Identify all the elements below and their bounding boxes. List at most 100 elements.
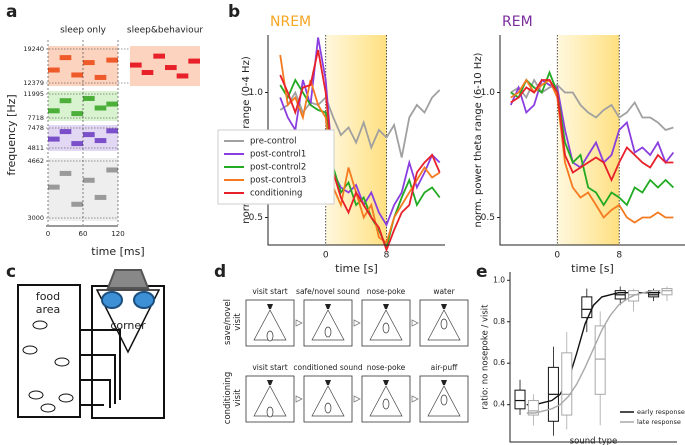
x-tick-label: 8 [384, 251, 390, 261]
legend-label: conditioning [250, 189, 302, 199]
arrow [295, 319, 303, 327]
panel-label: e [476, 262, 488, 282]
arrow [353, 395, 361, 403]
tone [59, 129, 72, 135]
corner-label: corner [110, 319, 146, 332]
column-label: sleep&behaviour [127, 26, 204, 36]
line [279, 37, 441, 228]
row-label-line: visit [233, 389, 243, 407]
x-tick-label: 8 [616, 251, 622, 261]
y-tick-label: 7478 [27, 124, 44, 132]
speaker [441, 380, 447, 385]
speaker [267, 380, 273, 385]
tone [71, 201, 83, 207]
y-tick-label: 4662 [27, 157, 44, 165]
mouse [324, 326, 332, 338]
panel-label: b [228, 2, 240, 22]
y-axis-label: frequency [Hz] [5, 94, 18, 175]
axis [499, 35, 685, 246]
x-axis-label: time [s] [335, 262, 378, 275]
maze [311, 385, 345, 417]
mouse [440, 318, 448, 330]
y-tick-label: 12379 [23, 79, 44, 87]
tone [83, 132, 95, 138]
step-label: visit start [252, 287, 287, 296]
y-tick-label: 0.6 [493, 358, 505, 367]
arrow [295, 395, 303, 403]
tone [165, 65, 177, 71]
tone [48, 136, 60, 142]
tone [106, 167, 118, 173]
mouse [440, 394, 448, 406]
tone [176, 73, 189, 79]
tone [71, 72, 83, 78]
x-axis-label: sound type [570, 437, 618, 445]
area-label: area [36, 303, 61, 316]
box [527, 400, 539, 416]
line [510, 78, 674, 224]
tone [59, 98, 72, 104]
axis [509, 272, 677, 443]
mouse [266, 406, 274, 418]
step-label: air-puff [431, 363, 459, 372]
maze [369, 385, 403, 417]
tone [71, 141, 83, 147]
axis [267, 35, 445, 246]
mouse [382, 322, 390, 334]
tone [71, 111, 83, 117]
row-label-line: visit [233, 313, 243, 331]
speaker [383, 380, 389, 385]
tone [94, 105, 107, 111]
y-axis-label: norm. power theta range (6-10 Hz) [473, 52, 484, 227]
tone [59, 55, 72, 61]
maze [311, 309, 345, 341]
y-tick-label: 0.5 [481, 213, 495, 223]
mouse [324, 402, 332, 414]
x-tick-label: 60 [79, 230, 88, 238]
y-tick-label: 1.0 [493, 275, 505, 284]
x-axis-label: time [s] [571, 262, 614, 275]
tone [48, 184, 60, 190]
y-tick-label: 1.0 [481, 88, 496, 98]
y-tick-label: 0.8 [493, 317, 505, 326]
maze [427, 385, 461, 417]
box [594, 325, 606, 395]
panel-label: d [214, 262, 226, 282]
tone [83, 60, 95, 66]
y-axis-label: ratio: no nosepoke / visit [481, 304, 491, 410]
tone [188, 58, 200, 64]
chart-title: REM [502, 14, 533, 30]
tone [83, 177, 95, 183]
speaker [267, 304, 273, 309]
tone [106, 57, 118, 63]
legend-label: post-control2 [250, 163, 306, 173]
maze [427, 309, 461, 341]
arrow [411, 319, 419, 327]
row-label-line: save/novel [223, 299, 233, 345]
row-label-line: conditioning [223, 372, 233, 424]
chart-title: NREM [270, 14, 311, 30]
tone [106, 128, 118, 134]
y-tick-label: 0.4 [493, 400, 505, 409]
speaker [325, 304, 331, 309]
box [661, 288, 673, 296]
tone [48, 67, 60, 73]
row-label: save/novelvisit [223, 299, 243, 345]
y-tick-label: 7718 [27, 114, 44, 122]
legend-label: post-control1 [250, 150, 306, 160]
mouse [266, 330, 274, 342]
x-tick-label: 120 [111, 230, 124, 238]
legend-label: early response [637, 408, 685, 416]
step-label: water [433, 287, 455, 296]
box [514, 389, 526, 410]
tone [94, 138, 107, 144]
tone [94, 194, 107, 200]
step-label: nose-poke [367, 287, 406, 296]
maze [369, 309, 403, 341]
y-tick-label: 19240 [23, 45, 44, 53]
legend-label: late response [637, 418, 681, 426]
line [510, 79, 674, 183]
column-label: sleep only [60, 26, 107, 36]
panel-label: a [6, 2, 17, 22]
